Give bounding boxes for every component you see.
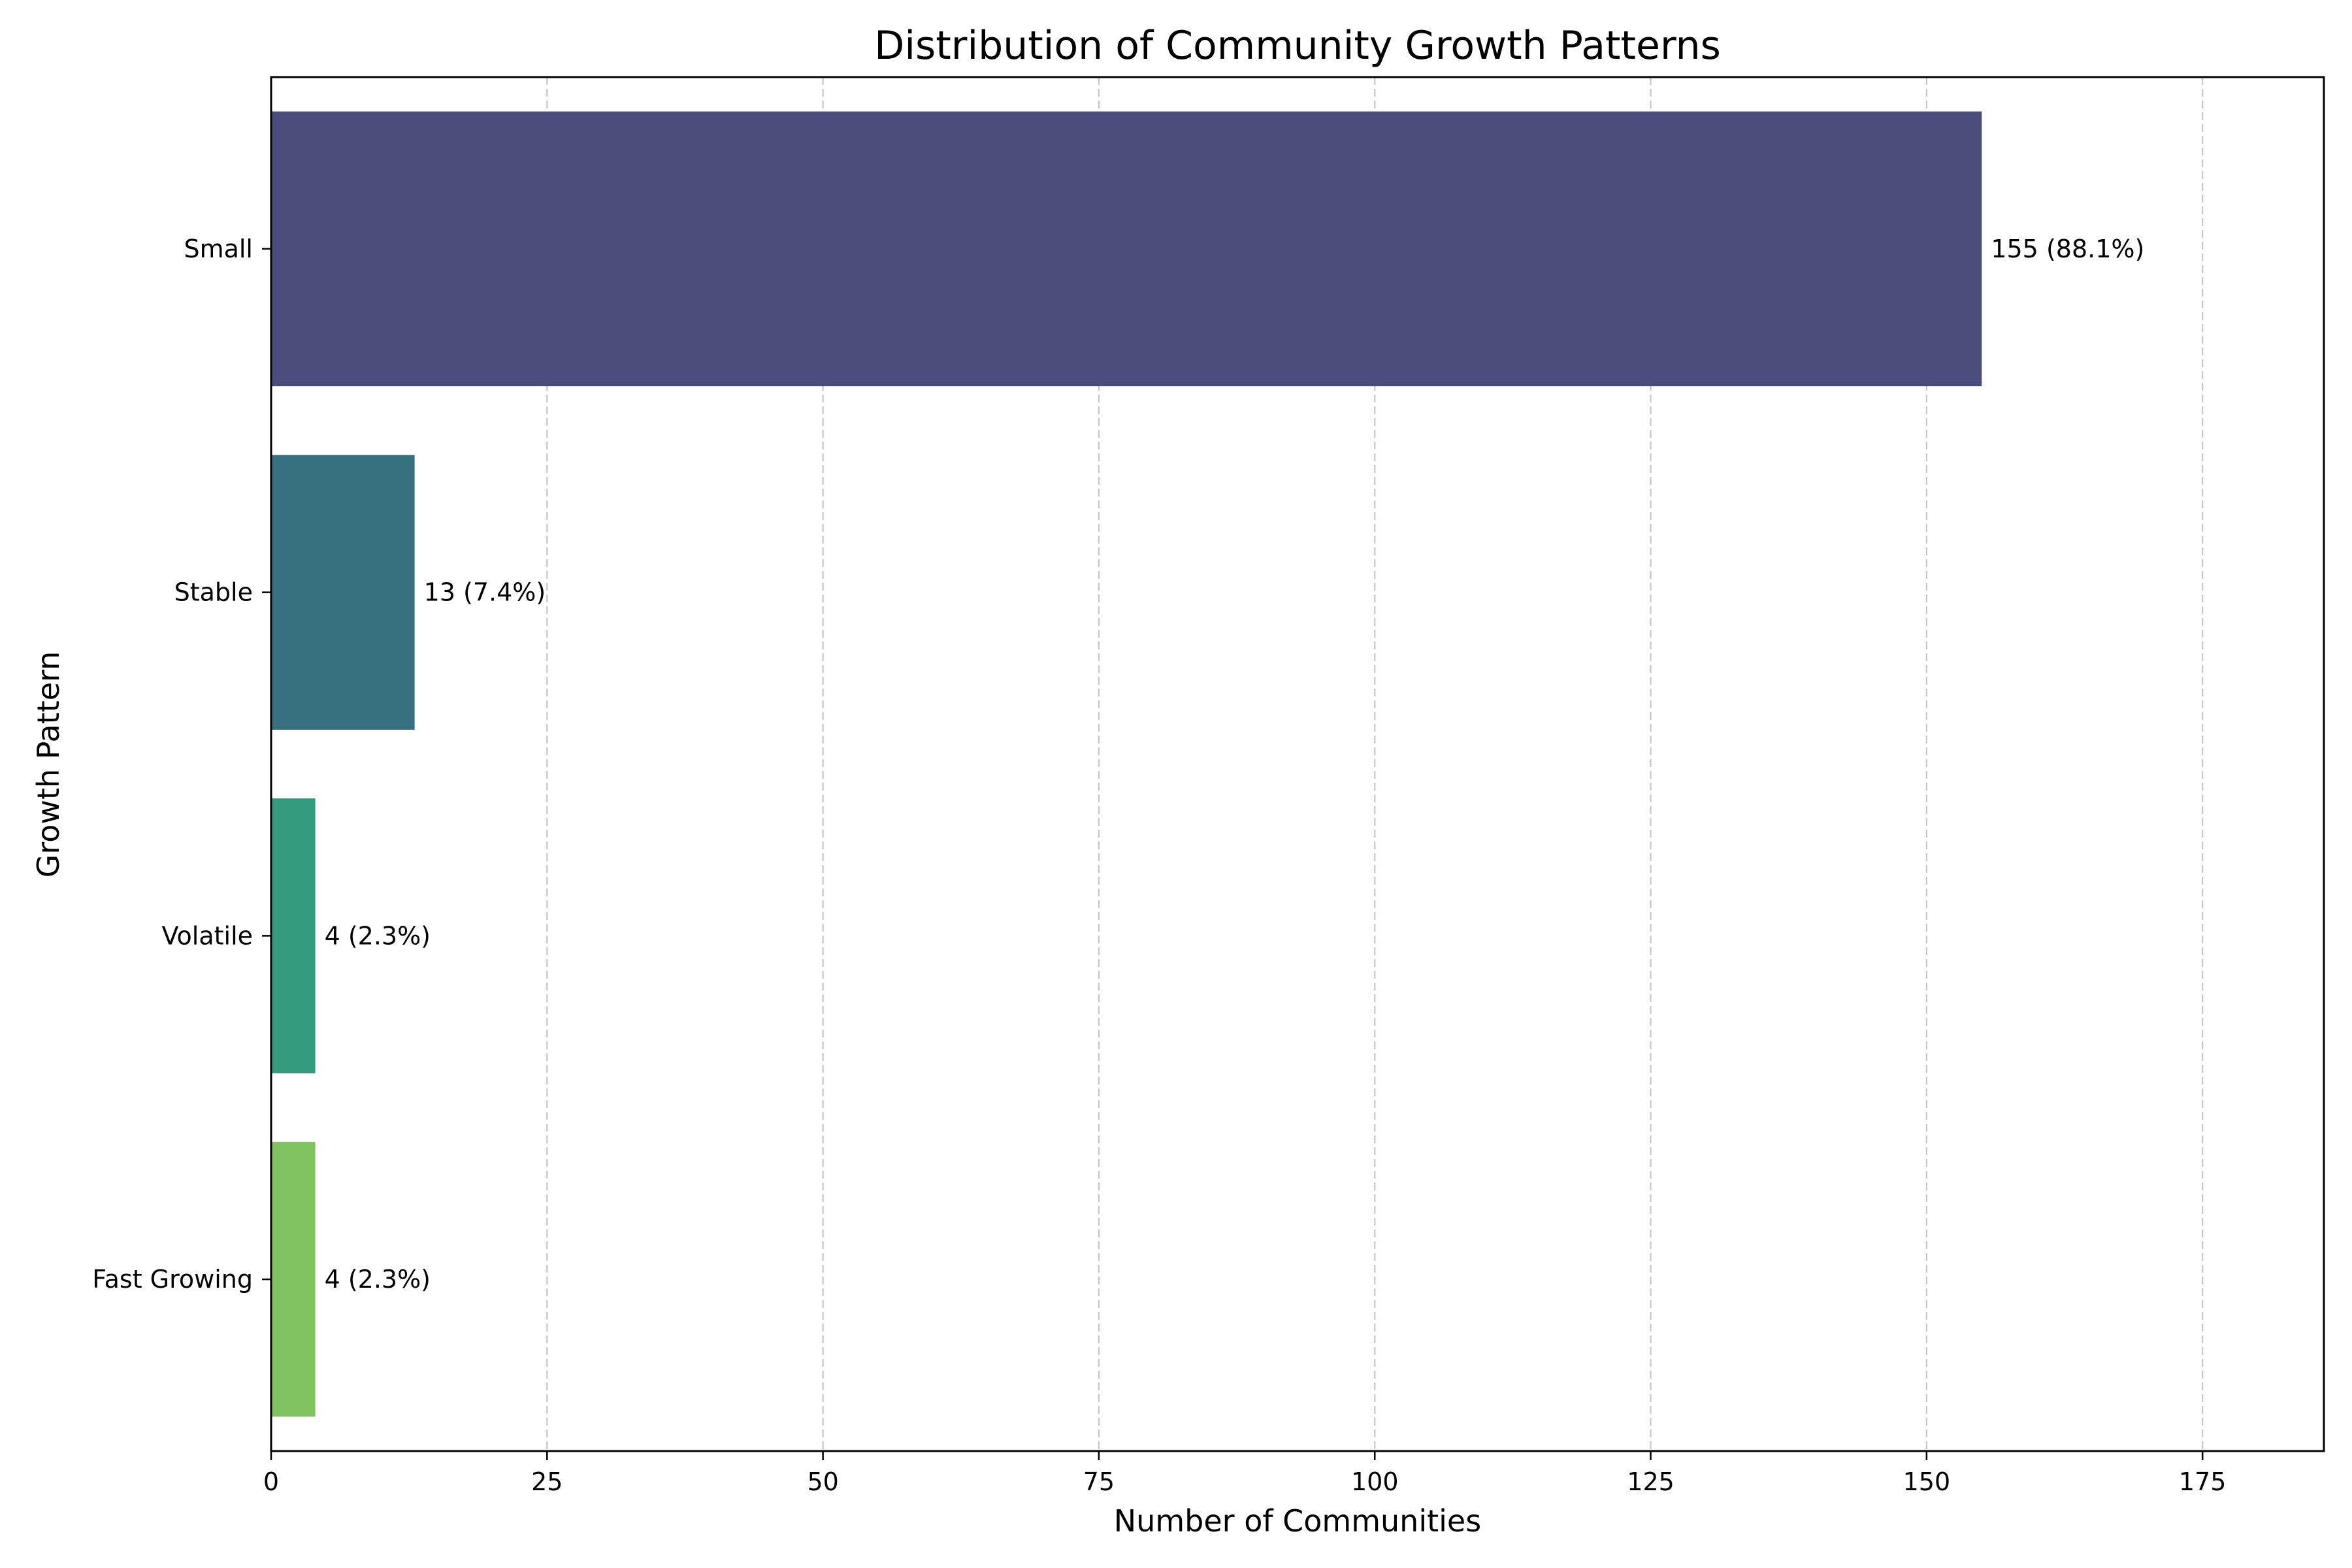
data-label: 13 (7.4%) <box>424 578 546 607</box>
x-tick-label: 150 <box>1903 1467 1951 1496</box>
bar-volatile <box>271 798 316 1073</box>
x-tick-label: 0 <box>263 1467 279 1496</box>
y-tick-label: Stable <box>174 578 253 607</box>
x-tick-label: 75 <box>1083 1467 1115 1496</box>
plot-area-frame <box>270 76 2325 1452</box>
y-tick-label: Small <box>184 235 253 263</box>
y-tick-label: Volatile <box>161 921 253 950</box>
bars <box>271 111 1982 1417</box>
data-label: 4 (2.3%) <box>325 1265 431 1294</box>
x-tick-label: 125 <box>1627 1467 1674 1496</box>
bar-stable <box>271 455 415 730</box>
x-tick-label: 175 <box>2179 1467 2227 1496</box>
y-axis-ticks: Small Stable Volatile Fast Growing <box>92 235 271 1294</box>
x-axis-ticks: 0 25 50 75 100 125 150 175 <box>263 1451 2227 1496</box>
data-label: 4 (2.3%) <box>325 921 431 950</box>
y-axis-title: Growth Pattern <box>31 651 66 878</box>
bar-fast-growing <box>271 1141 316 1417</box>
x-tick-label: 50 <box>807 1467 838 1496</box>
bar-small <box>271 111 1982 387</box>
x-tick-label: 25 <box>531 1467 563 1496</box>
x-axis-title: Number of Communities <box>1114 1503 1481 1539</box>
y-tick-label: Fast Growing <box>92 1265 253 1294</box>
data-labels: 155 (88.1%) 13 (7.4%) 4 (2.3%) 4 (2.3%) <box>325 235 2145 1294</box>
chart-title: Distribution of Community Growth Pattern… <box>874 23 1721 69</box>
data-label: 155 (88.1%) <box>1991 235 2144 263</box>
x-tick-label: 100 <box>1351 1467 1399 1496</box>
